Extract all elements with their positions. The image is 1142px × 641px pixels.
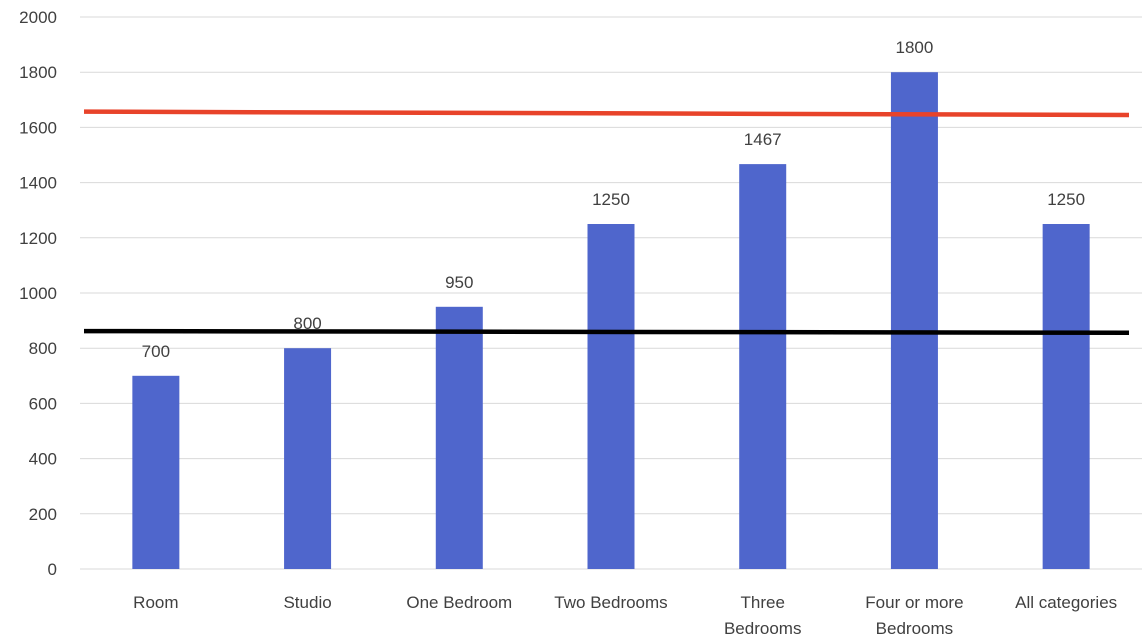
data-label: 1250 — [592, 190, 630, 209]
bar — [284, 348, 332, 569]
y-tick-label: 200 — [29, 505, 57, 524]
data-label: 1467 — [744, 130, 782, 149]
data-label: 700 — [142, 342, 170, 361]
category-label: Studio — [283, 593, 331, 612]
reference-line — [83, 328, 1130, 335]
y-tick-label: 2000 — [19, 8, 57, 27]
reference-lines — [83, 109, 1130, 335]
bar — [890, 72, 938, 569]
category-label: One Bedroom — [406, 593, 512, 612]
bar — [132, 375, 180, 569]
category-label: Two Bedrooms — [554, 593, 667, 612]
category-labels: Room Studio One Bedroom Two Bedrooms Three Be… — [133, 593, 1117, 638]
category-label: Three — [741, 593, 785, 612]
bar — [1042, 224, 1090, 569]
y-tick-label: 1400 — [19, 174, 57, 193]
bars — [132, 72, 1090, 569]
category-label: Four or more — [865, 593, 963, 612]
y-tick-label: 0 — [48, 560, 57, 579]
y-tick-label: 1200 — [19, 229, 57, 248]
bar — [435, 306, 483, 569]
data-label: 800 — [293, 314, 321, 333]
bar — [587, 224, 635, 569]
data-labels: 700 800 950 1250 1467 1800 1250 — [142, 38, 1085, 361]
data-label: 1800 — [896, 38, 934, 57]
y-tick-label: 800 — [29, 339, 57, 358]
y-axis-tick-labels: 0 200 400 600 800 1000 1200 1400 1600 1800 2000 — [19, 8, 57, 579]
data-label: 950 — [445, 273, 473, 292]
category-label: All categories — [1015, 593, 1117, 612]
category-label: Bedrooms — [876, 619, 953, 638]
category-label: Room — [133, 593, 178, 612]
data-label: 1250 — [1047, 190, 1085, 209]
y-tick-label: 1000 — [19, 284, 57, 303]
bar — [739, 164, 787, 569]
y-tick-label: 1600 — [19, 118, 57, 137]
reference-line — [83, 109, 1130, 118]
y-tick-label: 400 — [29, 450, 57, 469]
y-tick-label: 600 — [29, 394, 57, 413]
y-tick-label: 1800 — [19, 63, 57, 82]
category-label: Bedrooms — [724, 619, 801, 638]
